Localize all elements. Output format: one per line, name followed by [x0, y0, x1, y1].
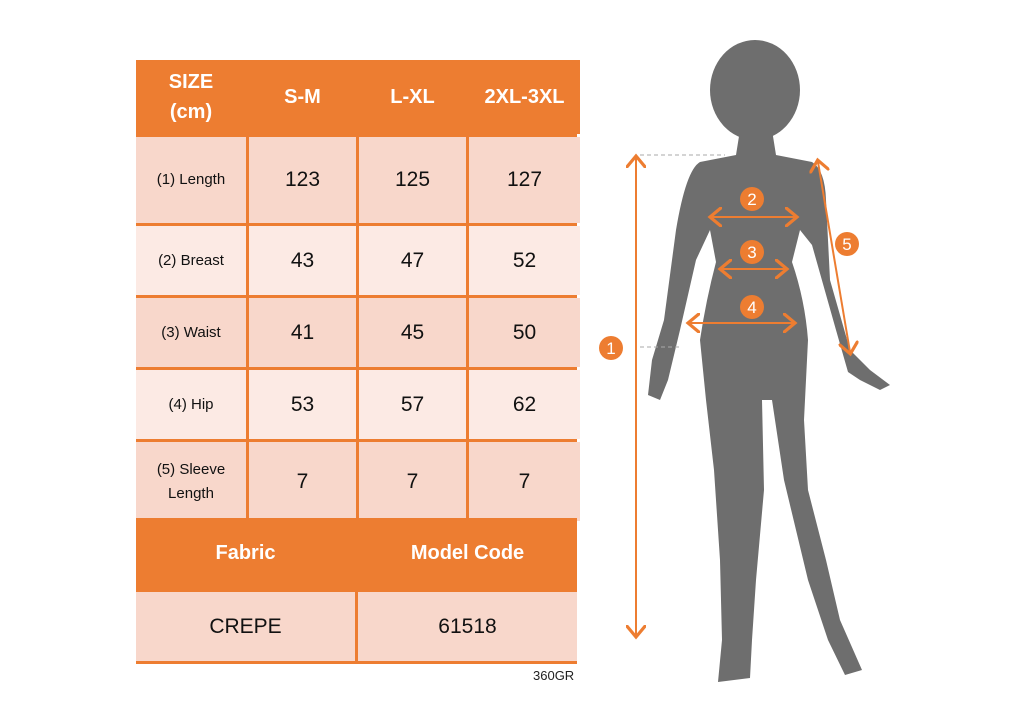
cell: 50: [469, 298, 580, 367]
marker-1: [599, 336, 623, 360]
marker-5: [835, 232, 859, 256]
cell: 57: [359, 370, 466, 439]
fabric-value: CREPE: [136, 592, 355, 661]
marker-3: [740, 240, 764, 264]
silhouette-icon: [648, 40, 890, 682]
header-size: SIZE (cm): [136, 60, 246, 134]
cell: 125: [359, 137, 466, 223]
model-code-value: 61518: [358, 592, 577, 661]
row-label: (3) Waist: [136, 298, 246, 367]
header-model-code: Model Code: [358, 518, 577, 589]
header-2xl-3xl: 2XL-3XL: [469, 60, 580, 134]
marker-3-label: 3: [747, 243, 756, 262]
marker-2-label: 2: [747, 190, 756, 209]
product-code: 360GR: [533, 668, 575, 683]
fabric-table: Fabric Model Code CREPE 61518: [136, 518, 577, 664]
cell: 53: [249, 370, 356, 439]
cell: 45: [359, 298, 466, 367]
cell: 127: [469, 137, 580, 223]
row-label: (1) Length: [136, 137, 246, 223]
cell: 7: [249, 442, 356, 521]
header-s-m: S-M: [249, 60, 356, 134]
marker-4-label: 4: [747, 298, 756, 317]
measurement-markers: [599, 187, 859, 360]
marker-4: [740, 295, 764, 319]
row-label: (5) Sleeve Length: [136, 442, 246, 521]
header-fabric: Fabric: [136, 518, 355, 589]
cell: 52: [469, 226, 580, 295]
cell: 41: [249, 298, 356, 367]
cell: 62: [469, 370, 580, 439]
cell: 43: [249, 226, 356, 295]
row-label: (4) Hip: [136, 370, 246, 439]
cell: 7: [469, 442, 580, 521]
cell: 47: [359, 226, 466, 295]
row-label: (2) Breast: [136, 226, 246, 295]
cell: 123: [249, 137, 356, 223]
size-table: SIZE (cm) S-M L-XL 2XL-3XL (1) Length 12…: [136, 60, 580, 521]
sleeve-arrow: [818, 162, 850, 352]
cell: 7: [359, 442, 466, 521]
header-l-xl: L-XL: [359, 60, 466, 134]
marker-5-label: 5: [842, 235, 851, 254]
marker-2: [740, 187, 764, 211]
marker-1-label: 1: [606, 339, 615, 358]
